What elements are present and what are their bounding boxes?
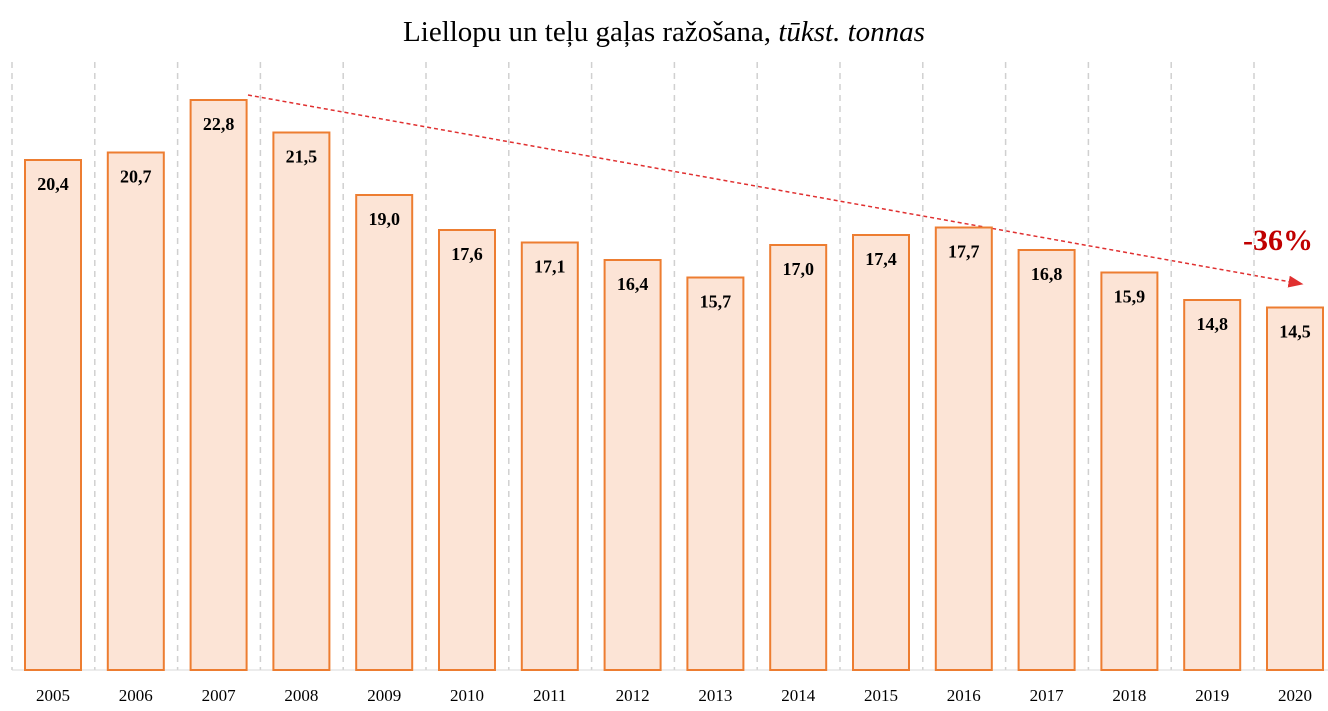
bar xyxy=(24,159,82,671)
bar xyxy=(189,99,248,671)
value-label: 14,5 xyxy=(1279,322,1311,342)
bar xyxy=(520,241,579,671)
value-label: 16,8 xyxy=(1031,264,1063,284)
value-label: 19,0 xyxy=(368,209,400,229)
value-label: 21,5 xyxy=(286,147,318,167)
bar xyxy=(934,226,993,671)
value-label: 17,7 xyxy=(948,242,980,262)
bar xyxy=(603,259,662,671)
value-label: 15,9 xyxy=(1114,287,1146,307)
title-unit: tūkst. tonnas xyxy=(778,16,925,48)
x-tick-label: 2007 xyxy=(202,686,237,705)
bar xyxy=(686,276,745,671)
bar xyxy=(1266,306,1324,671)
bar xyxy=(355,194,414,671)
bar xyxy=(1017,249,1076,671)
x-tick-label: 2020 xyxy=(1278,686,1312,705)
value-label: 14,8 xyxy=(1196,314,1228,334)
x-tick-label: 2015 xyxy=(864,686,898,705)
x-tick-label: 2012 xyxy=(616,686,650,705)
value-label: 17,6 xyxy=(451,244,483,264)
value-label: 17,0 xyxy=(782,259,814,279)
title-main: Liellopu un teļu gaļas ražošana, xyxy=(403,16,771,48)
x-tick-label: 2018 xyxy=(1112,686,1146,705)
x-tick-label: 2009 xyxy=(367,686,401,705)
bar xyxy=(106,151,165,671)
trend-arrow xyxy=(247,94,1304,288)
x-tick-label: 2008 xyxy=(284,686,318,705)
bar xyxy=(438,229,496,671)
bar xyxy=(852,234,910,671)
value-label: 15,7 xyxy=(700,292,732,312)
x-tick-label: 2013 xyxy=(698,686,732,705)
x-tick-label: 2006 xyxy=(119,686,153,705)
bar xyxy=(1183,299,1242,671)
x-tick-label: 2016 xyxy=(947,686,981,705)
value-label: 20,4 xyxy=(37,174,69,194)
bar xyxy=(1100,271,1159,671)
value-label: 17,4 xyxy=(865,249,897,269)
chart-title: Liellopu un teļu gaļas ražošana, tūkst. … xyxy=(403,16,925,48)
value-label: 16,4 xyxy=(617,274,649,294)
value-label: 17,1 xyxy=(534,257,566,277)
bar xyxy=(272,131,331,671)
x-tick-label: 2019 xyxy=(1195,686,1229,705)
x-tick-label: 2014 xyxy=(781,686,816,705)
value-label: 20,7 xyxy=(120,167,152,187)
x-tick-label: 2011 xyxy=(533,686,566,705)
bar xyxy=(769,244,828,671)
value-label: 22,8 xyxy=(203,114,235,134)
x-tick-label: 2005 xyxy=(36,686,70,705)
x-tick-label: 2010 xyxy=(450,686,484,705)
x-tick-label: 2017 xyxy=(1030,686,1065,705)
